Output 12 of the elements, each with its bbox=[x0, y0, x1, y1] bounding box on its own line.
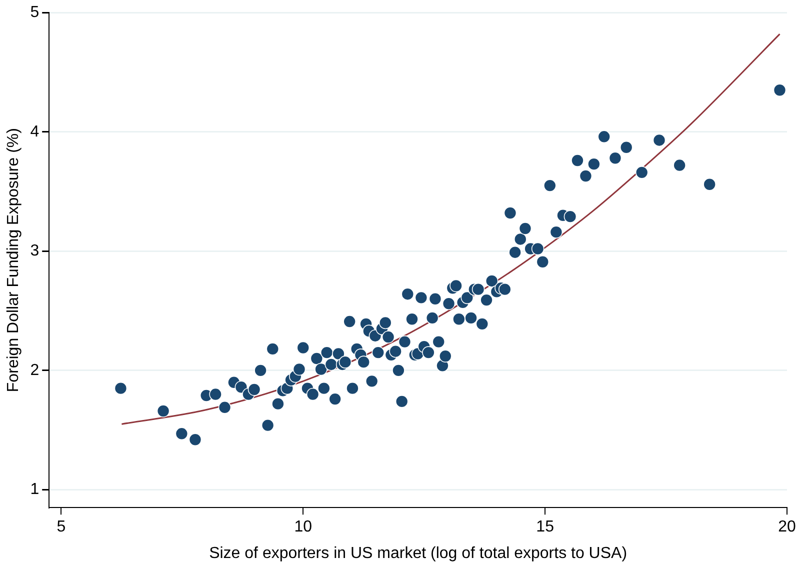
x-tick-label: 5 bbox=[56, 518, 66, 536]
x-tick-label: 20 bbox=[778, 518, 796, 536]
y-tick-label: 4 bbox=[30, 123, 40, 140]
y-tick-label: 1 bbox=[30, 481, 40, 498]
y-tick-label: 3 bbox=[30, 242, 40, 260]
x-tick-label: 10 bbox=[294, 518, 312, 536]
x-axis-title: Size of exporters in US market (log of total exports to USA) bbox=[209, 544, 628, 562]
x-tick-label: 15 bbox=[536, 518, 554, 536]
line-series bbox=[120, 33, 780, 425]
y-axis-title: Foreign Dollar Funding Exposure (%) bbox=[5, 128, 22, 392]
y-tick-label: 2 bbox=[30, 362, 40, 379]
y-tick-label: 5 bbox=[30, 4, 40, 22]
